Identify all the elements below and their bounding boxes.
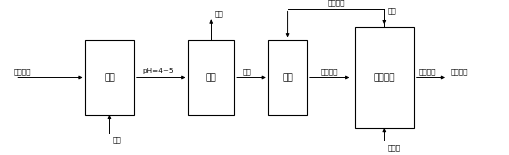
Text: 混合: 混合: [282, 73, 293, 82]
Text: 催化氧化: 催化氧化: [374, 73, 395, 82]
Text: 混合: 混合: [104, 73, 115, 82]
Text: 生化处理: 生化处理: [451, 68, 468, 75]
Text: pH=4~5: pH=4~5: [142, 68, 174, 74]
Text: 滤液: 滤液: [242, 68, 251, 75]
Text: 空气: 空气: [388, 8, 397, 14]
Bar: [85, 40, 133, 115]
Text: 催化剂: 催化剂: [388, 144, 401, 151]
Text: 吸滤: 吸滤: [206, 73, 217, 82]
Bar: [269, 40, 306, 115]
Text: 中和废水: 中和废水: [13, 68, 31, 75]
Text: 混合废水: 混合废水: [321, 68, 338, 75]
Bar: [188, 40, 234, 115]
Text: 部分重用: 部分重用: [327, 0, 345, 6]
Bar: [355, 27, 413, 128]
Text: 碱液: 碱液: [113, 136, 122, 143]
Text: 氧化废水: 氧化废水: [419, 68, 436, 75]
Text: 沉淀: 沉淀: [215, 11, 223, 17]
